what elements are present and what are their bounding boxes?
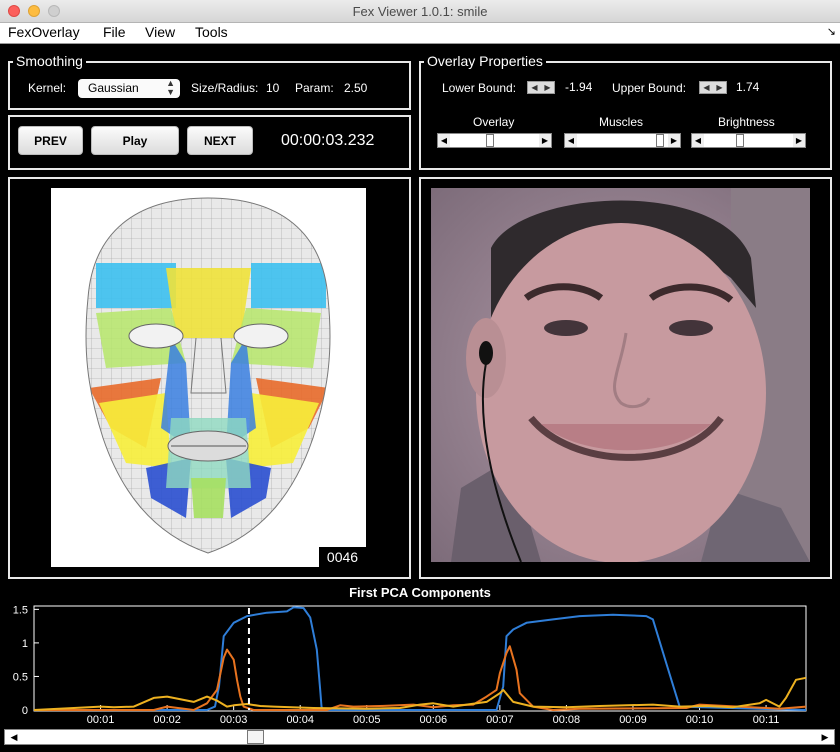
toolbar-toggle-icon[interactable]: ↘ xyxy=(826,26,836,38)
slider-left-arrow-icon[interactable]: ◀ xyxy=(692,134,704,147)
x-tick-label: 00:05 xyxy=(353,714,381,726)
pca-chart: 0 0.5 1 1.5 00:01 00:02 00:03 00:04 00:05 00:06 00… xyxy=(13,604,807,726)
slider-left-arrow-icon[interactable]: ◀ xyxy=(438,134,450,147)
window-title: Fex Viewer 1.0.1: smile xyxy=(352,4,488,19)
lower-bound-stepper[interactable]: ◀ ▶ xyxy=(527,81,555,94)
menu-fexoverlay[interactable]: FexOverlay xyxy=(8,24,80,40)
close-window-button[interactable] xyxy=(8,5,20,17)
timeline-slider[interactable]: ◀ ▶ xyxy=(4,729,835,745)
x-tick-label: 00:02 xyxy=(153,714,181,726)
face-model-image xyxy=(51,188,366,567)
x-tick-label: 00:11 xyxy=(753,714,780,726)
brightness-slider-label: Brightness xyxy=(718,115,775,129)
slider-thumb[interactable] xyxy=(736,134,745,147)
y-tick-label: 1 xyxy=(22,638,28,650)
zoom-window-button[interactable] xyxy=(48,5,60,17)
title-bar: Fex Viewer 1.0.1: smile xyxy=(0,0,840,23)
x-tick-label: 00:07 xyxy=(486,714,514,726)
kernel-label: Kernel: xyxy=(28,81,67,95)
y-tick-label: 0.5 xyxy=(13,671,28,683)
pca-series-line-3 xyxy=(33,676,807,711)
video-frame-image xyxy=(431,188,810,562)
size-radius-value[interactable]: 10 xyxy=(266,81,280,95)
size-radius-label: Size/Radius: xyxy=(191,81,259,95)
brightness-slider[interactable]: ◀ ▶ xyxy=(691,133,806,148)
slider-left-arrow-icon[interactable]: ◀ xyxy=(565,134,577,147)
overlay-properties-panel: Overlay Properties xyxy=(419,53,832,170)
menu-bar: FexOverlay File View Tools ↘ xyxy=(0,23,840,44)
upper-bound-stepper[interactable]: ◀ ▶ xyxy=(699,81,727,94)
param-value[interactable]: 2.50 xyxy=(344,81,368,95)
playback-panel xyxy=(8,115,411,170)
decrement-icon[interactable]: ◀ xyxy=(703,83,710,92)
overlay-properties-legend: Overlay Properties xyxy=(424,53,546,69)
x-tick-label: 00:04 xyxy=(286,714,314,726)
x-tick-label: 00:08 xyxy=(553,714,581,726)
prev-button[interactable]: PREV xyxy=(18,126,83,155)
x-tick-label: 00:06 xyxy=(420,714,448,726)
x-tick-label: 00:03 xyxy=(220,714,248,726)
menu-view[interactable]: View xyxy=(145,24,176,40)
smoothing-panel: Smoothing xyxy=(8,53,411,110)
param-label: Param: xyxy=(295,81,334,95)
minimize-window-button[interactable] xyxy=(28,5,40,17)
slider-right-arrow-icon[interactable]: ▶ xyxy=(793,134,805,147)
kernel-select[interactable]: Gaussian ▲ ▼ xyxy=(78,79,180,98)
upper-bound-value: 1.74 xyxy=(736,80,760,94)
kernel-value: Gaussian xyxy=(88,81,139,95)
lower-bound-value: -1.94 xyxy=(565,80,593,94)
overlay-slider-label: Overlay xyxy=(473,115,515,129)
timeline-right-arrow-icon[interactable]: ▶ xyxy=(821,732,829,742)
x-tick-label: 00:10 xyxy=(686,714,714,726)
overlay-slider[interactable]: ◀ ▶ xyxy=(437,133,552,148)
slider-thumb[interactable] xyxy=(486,134,495,147)
frame-number: 0046 xyxy=(319,547,366,567)
chart-title: First PCA Components xyxy=(349,585,491,600)
timecode: 00:00:03.232 xyxy=(281,132,375,149)
increment-icon[interactable]: ▶ xyxy=(544,83,551,92)
x-tick-label: 00:01 xyxy=(87,714,115,726)
smoothing-legend: Smoothing xyxy=(13,53,86,69)
timeline-left-arrow-icon[interactable]: ◀ xyxy=(10,732,18,742)
x-tick-label: 00:09 xyxy=(619,714,647,726)
slider-right-arrow-icon[interactable]: ▶ xyxy=(539,134,551,147)
upper-bound-label: Upper Bound: xyxy=(612,81,687,95)
muscles-slider[interactable]: ◀ ▶ xyxy=(564,133,681,148)
face-model-panel xyxy=(8,177,411,579)
select-arrows-icon: ▲ ▼ xyxy=(166,78,175,97)
video-panel xyxy=(419,177,832,579)
timeline-thumb[interactable] xyxy=(247,730,265,744)
muscles-slider-label: Muscles xyxy=(599,115,644,129)
menu-file[interactable]: File xyxy=(103,24,126,40)
pca-series-line-1 xyxy=(34,606,807,711)
y-tick-label: 1.5 xyxy=(13,604,28,616)
slider-right-arrow-icon[interactable]: ▶ xyxy=(668,134,680,147)
y-tick-label: 0 xyxy=(22,705,28,717)
slider-thumb[interactable] xyxy=(655,134,664,147)
play-button[interactable]: Play xyxy=(91,126,179,155)
decrement-icon[interactable]: ◀ xyxy=(531,83,538,92)
menu-tools[interactable]: Tools xyxy=(195,24,228,40)
lower-bound-label: Lower Bound: xyxy=(442,81,517,95)
next-button[interactable]: NEXT xyxy=(187,126,253,155)
chart-axes-box xyxy=(33,605,807,712)
increment-icon[interactable]: ▶ xyxy=(716,83,723,92)
